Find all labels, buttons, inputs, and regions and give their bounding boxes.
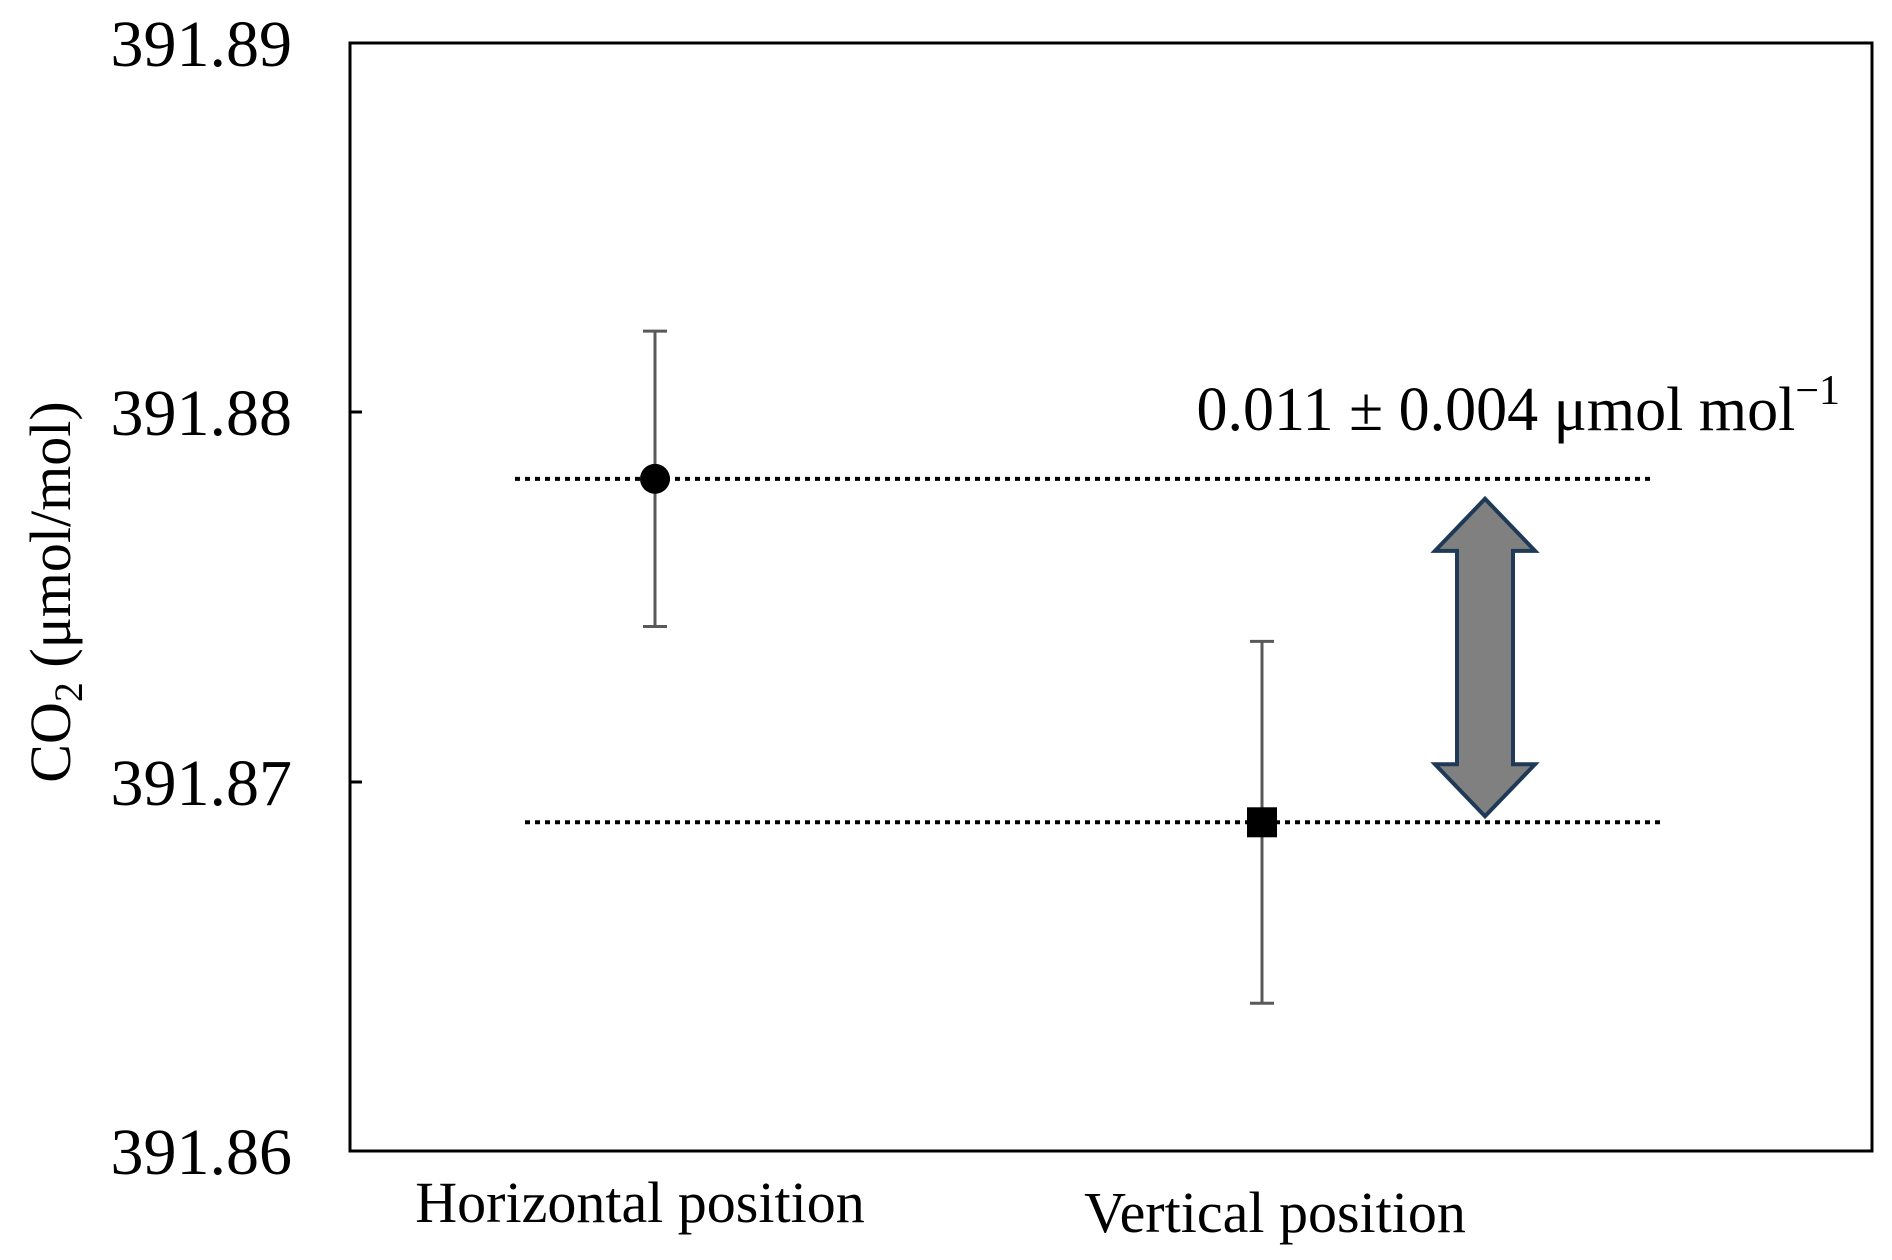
difference-annotation-text: 0.011 ± 0.004 μmol mol xyxy=(1196,376,1795,444)
data-point-vertical-position xyxy=(1247,807,1277,838)
y-tick-label-1: 391.87 xyxy=(111,747,293,820)
y-axis-title: CO2 (μmol/mol) xyxy=(18,401,91,782)
difference-annotation: 0.011 ± 0.004 μmol mol−1 xyxy=(1196,368,1840,444)
difference-arrow xyxy=(1430,495,1540,820)
y-tick-label-0: 391.86 xyxy=(111,1116,293,1189)
y-tick-label-3: 391.89 xyxy=(111,8,293,81)
plot-area xyxy=(348,41,1874,1153)
y-axis-title-subscript: 2 xyxy=(46,682,91,702)
y-axis: 391.86 391.87 391.88 391.89 xyxy=(111,8,362,1189)
data-layer xyxy=(515,329,1660,1005)
x-category-label-horizontal: Horizontal position xyxy=(415,1170,864,1235)
y-axis-title-main: CO xyxy=(18,702,83,783)
x-category-label-vertical: Vertical position xyxy=(1084,1180,1466,1245)
data-point-horizontal-position xyxy=(640,463,670,494)
difference-annotation-superscript: −1 xyxy=(1795,368,1840,414)
y-axis-title-unit: (μmol/mol) xyxy=(18,401,83,682)
y-tick-label-2: 391.88 xyxy=(111,377,293,450)
